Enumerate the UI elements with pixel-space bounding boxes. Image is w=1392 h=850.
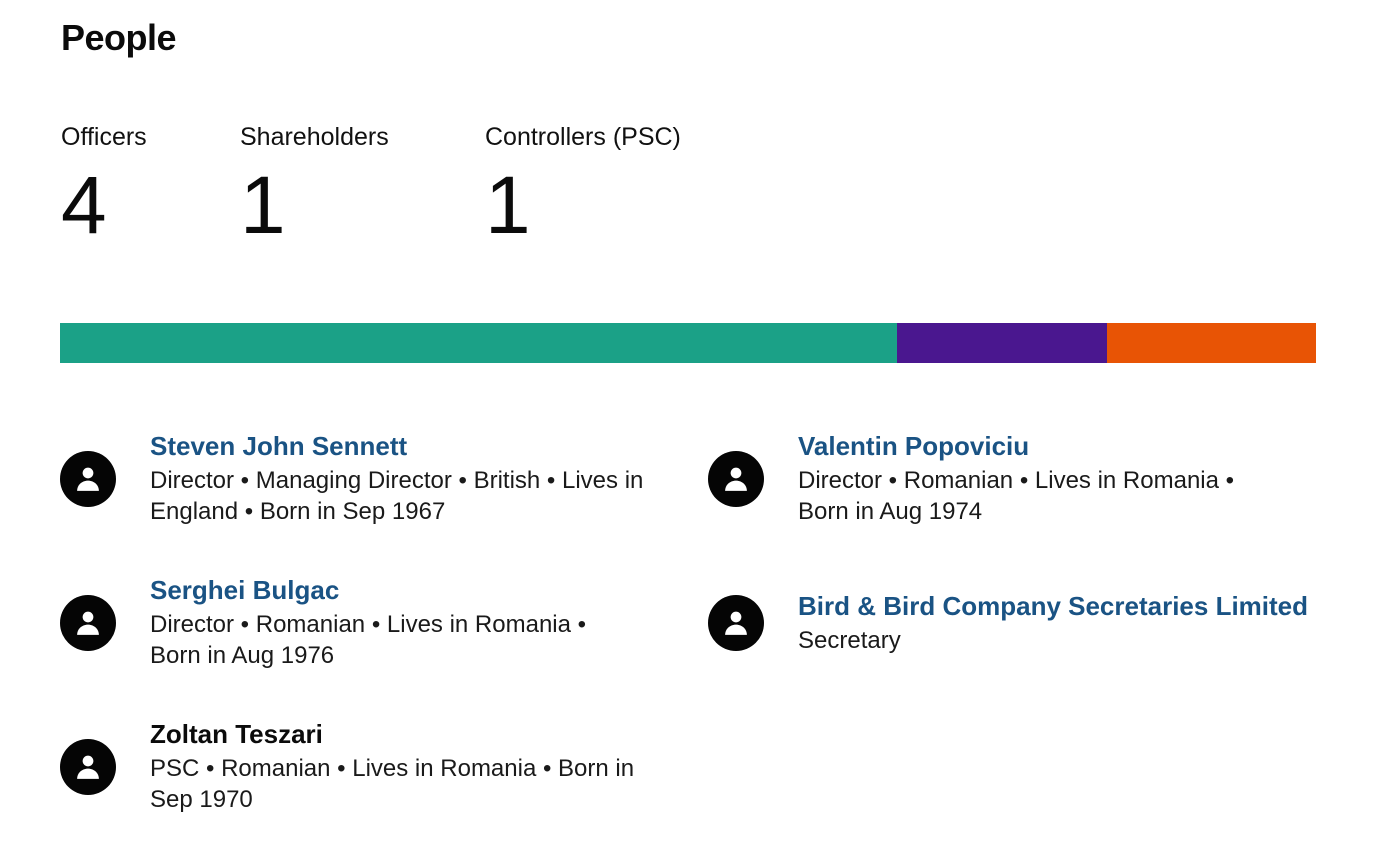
person-details: Director • Romanian • Lives in Romania •… [150, 611, 587, 669]
stat-value: 1 [240, 160, 286, 251]
person-icon [60, 594, 116, 651]
person-card: Zoltan Teszari PSC • Romanian • Lives in… [60, 718, 670, 815]
bar-segment-officers [60, 323, 898, 363]
person-name-link[interactable]: Serghei Bulgac [150, 575, 340, 605]
person-card: Valentin Popoviciu Director • Romanian •… [708, 430, 1268, 527]
stat-label: Controllers (PSC) [485, 123, 681, 151]
person-name-link[interactable]: Steven John Sennett [150, 431, 408, 461]
person-name: Zoltan Teszari [150, 719, 323, 749]
person-details: Director • Managing Director • British •… [150, 467, 644, 525]
person-name-link[interactable]: Bird & Bird Company Secretaries Limited [798, 591, 1309, 621]
stat-value: 4 [61, 160, 107, 251]
person-icon [60, 450, 116, 507]
stat-label: Shareholders [240, 123, 389, 151]
person-name-link[interactable]: Valentin Popoviciu [798, 431, 1030, 461]
person-details: Secretary [798, 627, 901, 654]
bar-segment-controllers [1106, 323, 1316, 363]
person-icon [708, 595, 764, 651]
stat-label: Officers [61, 123, 147, 151]
stat-shareholders: Shareholders 1 [240, 120, 389, 250]
stat-value: 1 [485, 160, 531, 251]
stat-officers: Officers 4 [61, 120, 147, 250]
people-distribution-bar [60, 323, 1316, 363]
person-icon [708, 450, 764, 507]
stat-controllers: Controllers (PSC) 1 [485, 120, 681, 250]
bar-segment-shareholders [897, 323, 1107, 363]
person-icon [60, 738, 116, 795]
person-card: Serghei Bulgac Director • Romanian • Liv… [60, 574, 620, 671]
person-details: PSC • Romanian • Lives in Romania • Born… [150, 755, 635, 813]
person-card: Bird & Bird Company Secretaries Limited … [708, 590, 1348, 656]
person-details: Director • Romanian • Lives in Romania •… [798, 467, 1235, 525]
person-card: Steven John Sennett Director • Managing … [60, 430, 660, 527]
page-title: People [61, 17, 177, 58]
